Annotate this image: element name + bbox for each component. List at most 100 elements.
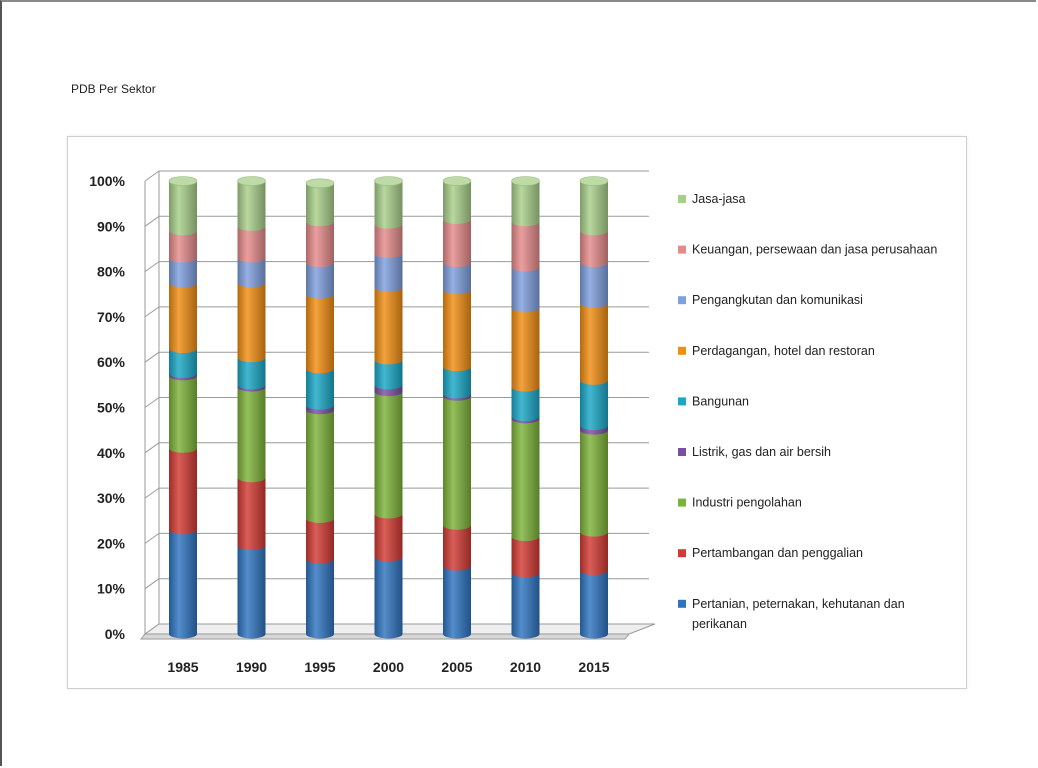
bar-segment — [443, 262, 471, 295]
chart-bars — [168, 176, 609, 639]
bar-top-cap — [579, 176, 609, 186]
bar-segment — [443, 566, 471, 639]
gridline-side — [144, 578, 160, 590]
bar-segment-body — [306, 559, 334, 639]
bar-segment — [511, 572, 540, 639]
bar-segment-body — [237, 282, 266, 363]
bar-segment — [374, 287, 403, 365]
bar-segment-body — [443, 525, 471, 571]
x-tick-label: 2000 — [373, 659, 404, 675]
bar-segment-body — [237, 357, 266, 390]
bar-segment-body — [169, 181, 197, 236]
legend-swatch — [678, 549, 686, 558]
bar-segment — [237, 282, 266, 363]
bar-segment-body — [306, 518, 334, 564]
bar-segment — [580, 230, 608, 268]
x-tick-label: 2015 — [578, 659, 609, 675]
bar-segment — [374, 556, 403, 639]
bar-segment-body — [306, 221, 334, 268]
legend-label: Perdagangan, hotel dan restoran — [692, 344, 875, 358]
bar-segment-body — [237, 387, 266, 483]
legend-item: Industri pengolahan — [678, 496, 802, 510]
legend-swatch — [678, 195, 686, 203]
bar-segment-body — [511, 307, 540, 392]
chart-legend: Jasa-jasa Keuangan, persewaan dan jasa pe… — [678, 192, 937, 631]
gridline-side — [144, 170, 160, 182]
y-tick-label: 80% — [97, 264, 126, 280]
y-tick-label: 90% — [97, 218, 126, 234]
bar-segment-body — [374, 253, 403, 292]
bar-segment — [580, 262, 608, 308]
stacked-bar-chart: 0%10%20%30%40%50%60%70%80%90%100% 1985 19… — [89, 170, 937, 675]
bar-segment — [169, 529, 197, 639]
bar-segment-body — [511, 418, 540, 542]
bar-segment — [511, 536, 540, 578]
bar-segment-body — [237, 477, 266, 551]
y-tick-label: 20% — [97, 535, 126, 551]
bar-segment-body — [580, 303, 608, 385]
bar-top-cap — [374, 176, 403, 186]
y-tick-label: 70% — [97, 309, 126, 325]
bar-column-1995 — [305, 178, 335, 639]
bar-segment — [580, 303, 608, 385]
bar-segment-body — [374, 391, 403, 519]
x-tick-label: 1985 — [167, 659, 198, 675]
bar-segment-body — [237, 181, 266, 231]
bar-segment-body — [306, 183, 334, 227]
legend-label: Jasa-jasa — [692, 192, 746, 206]
bar-segment-body — [374, 181, 403, 229]
legend-swatch — [678, 498, 686, 507]
bar-segment-body — [306, 294, 334, 374]
bar-segment — [580, 380, 608, 431]
legend-label: Pertambangan dan penggalian — [692, 546, 863, 560]
bar-column-2000 — [374, 176, 403, 639]
bar-segment — [169, 282, 197, 354]
bar-segment — [237, 258, 266, 288]
bar-segment — [443, 289, 471, 372]
gridline-side — [144, 532, 160, 544]
bar-segment-body — [443, 219, 471, 268]
bar-segment — [511, 387, 540, 422]
y-tick-label: 10% — [97, 581, 126, 597]
bar-segment — [511, 221, 540, 272]
bar-top-cap — [511, 176, 540, 186]
bar-segment-body — [580, 181, 608, 236]
bar-segment-body — [443, 289, 471, 372]
legend-swatch — [678, 245, 686, 254]
gridline-side — [144, 487, 160, 499]
y-tick-label: 60% — [97, 354, 126, 370]
bar-segment — [169, 448, 197, 535]
bar-segment — [237, 357, 266, 390]
x-axis-ticks: 1985 1990 1995 2000 2005 2010 2015 — [167, 659, 609, 675]
bar-segment-body — [169, 230, 197, 263]
bar-column-1985 — [168, 176, 198, 639]
bar-segment-body — [169, 348, 197, 379]
bar-segment — [237, 545, 266, 639]
bar-segment — [237, 226, 266, 263]
legend-item: Pertanian, peternakan, kehutanan dan peri… — [678, 597, 905, 631]
legend-item: Pengangkutan dan komunikasi — [678, 293, 863, 307]
bar-segment-body — [374, 287, 403, 365]
document-title: PDB Per Sektor — [71, 82, 156, 96]
gridline-side — [144, 215, 160, 227]
legend-item: Bangunan — [678, 394, 749, 408]
bar-segment — [374, 359, 403, 390]
bar-segment — [169, 181, 197, 236]
bar-segment — [306, 294, 334, 374]
legend-label: Listrik, gas dan air bersih — [692, 445, 831, 459]
bar-top-cap — [168, 176, 198, 186]
legend-label: Industri pengolahan — [692, 496, 802, 510]
bar-segment — [443, 525, 471, 571]
bar-segment-body — [443, 366, 471, 399]
bar-segment — [306, 409, 334, 523]
bar-segment-body — [511, 221, 540, 272]
legend-item: Pertambangan dan penggalian — [678, 546, 863, 560]
bar-top-cap — [305, 178, 335, 189]
x-tick-label: 1995 — [304, 659, 335, 675]
bar-segment — [169, 375, 197, 453]
bar-segment — [580, 430, 608, 537]
bar-segment-body — [169, 448, 197, 535]
bar-segment-body — [237, 226, 266, 263]
legend-swatch — [678, 448, 686, 456]
bar-segment-body — [580, 430, 608, 537]
